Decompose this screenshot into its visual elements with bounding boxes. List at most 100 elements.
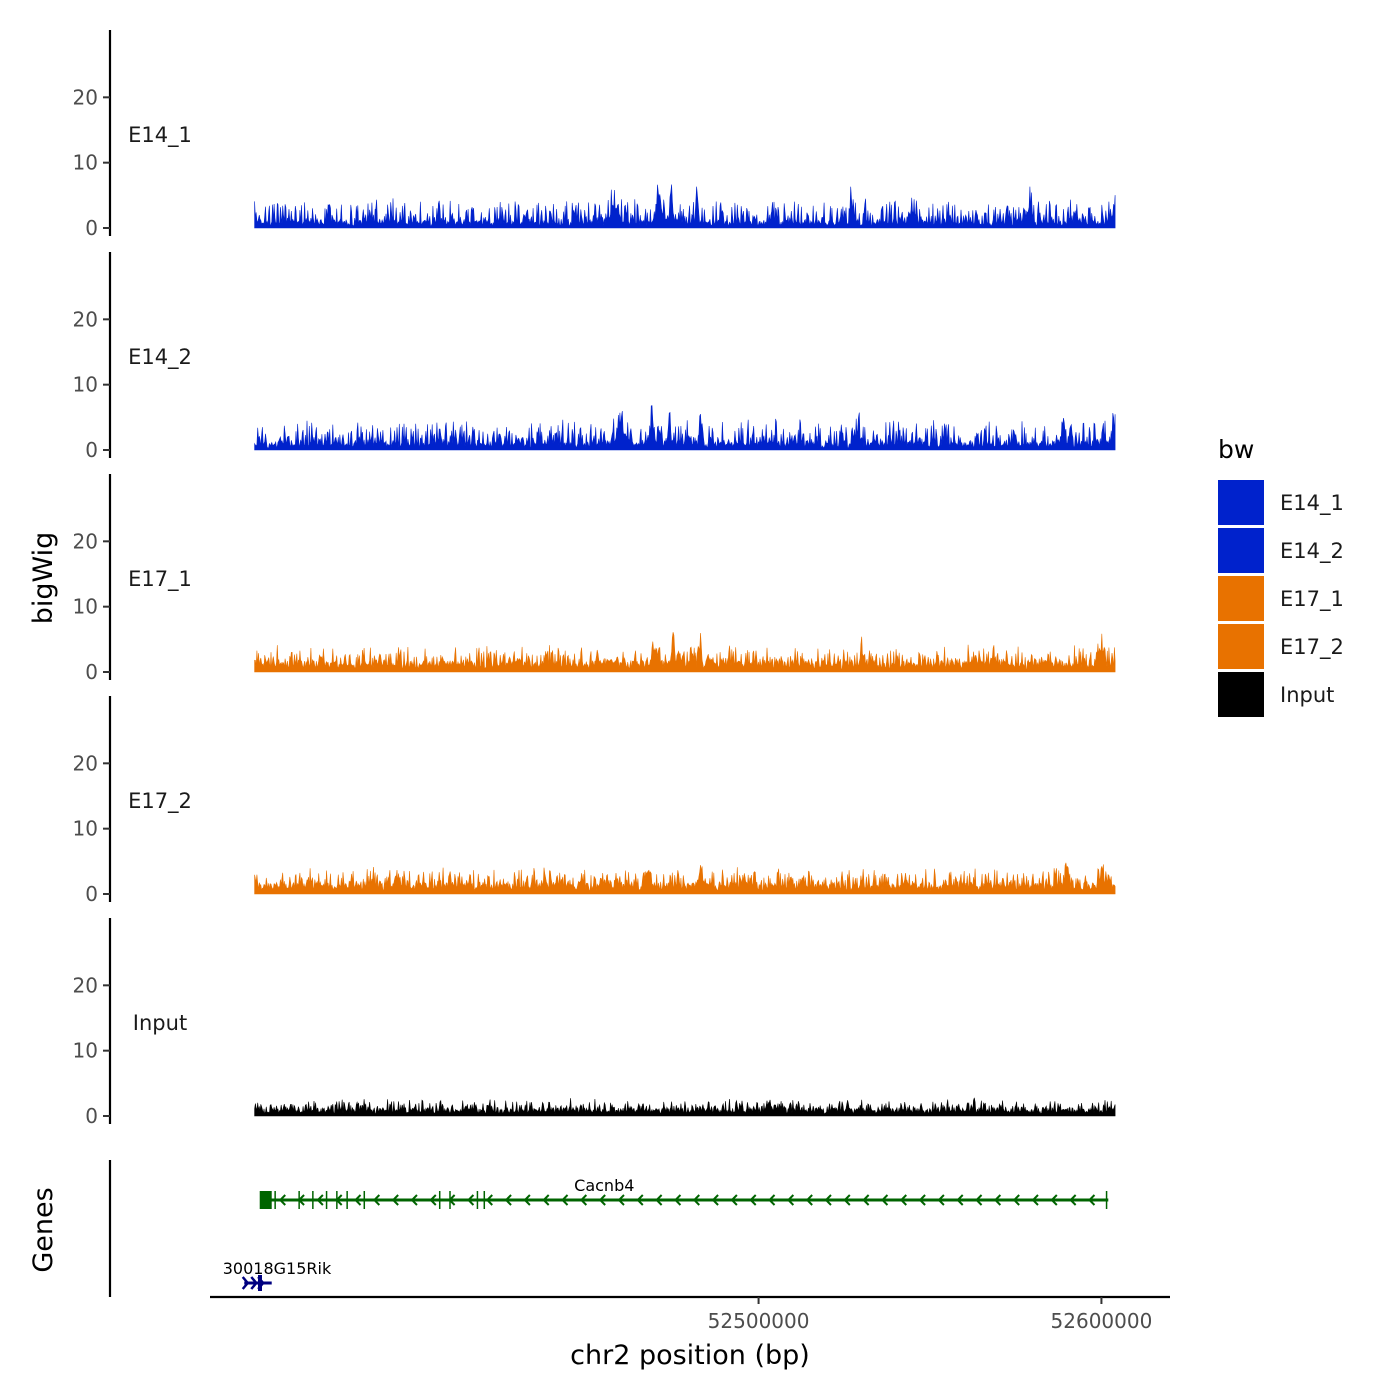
x-tick-label: 52500000 bbox=[708, 1309, 810, 1333]
signal-area bbox=[254, 862, 1116, 895]
legend-label: E17_2 bbox=[1280, 635, 1344, 660]
strand-arrow bbox=[523, 1194, 531, 1206]
gene-exon-block bbox=[259, 1191, 272, 1209]
track-panels: 0 10 20 E14_1 0 10 20 E14_2 0 10 20 E17_1 0 10 20 E17_2… bbox=[73, 30, 1116, 1128]
strand-arrow bbox=[1012, 1194, 1020, 1206]
strand-arrow bbox=[899, 1194, 907, 1206]
y-tick-label: 20 bbox=[73, 307, 98, 331]
strand-arrow bbox=[636, 1194, 644, 1206]
strand-arrow bbox=[598, 1194, 606, 1206]
track-label: E14_1 bbox=[128, 123, 192, 148]
legend-swatch bbox=[1218, 480, 1264, 525]
strand-arrow bbox=[749, 1194, 757, 1206]
track-e14-1: 0 10 20 E14_1 bbox=[73, 30, 1116, 240]
strand-arrow bbox=[297, 1194, 305, 1206]
gene-cacnb4: Cacnb4 bbox=[259, 1176, 1109, 1209]
strand-arrow bbox=[768, 1194, 776, 1206]
strand-arrow bbox=[975, 1194, 983, 1206]
y-tick-label: 10 bbox=[73, 595, 98, 619]
signal-area bbox=[254, 184, 1116, 229]
track-label: E14_2 bbox=[128, 345, 192, 370]
track-input: 0 10 20 Input bbox=[73, 918, 1116, 1128]
strand-arrow bbox=[354, 1194, 362, 1206]
signal-area bbox=[254, 405, 1116, 451]
gene-label: Cacnb4 bbox=[574, 1176, 634, 1195]
strand-arrow bbox=[862, 1194, 870, 1206]
legend-entry-e14-2: E14_2 bbox=[1218, 528, 1344, 573]
y-tick-label: 0 bbox=[85, 660, 98, 684]
legend-entry-e17-1: E17_1 bbox=[1218, 576, 1344, 621]
legend-label: E14_1 bbox=[1280, 491, 1344, 516]
x-tick-label: 52600000 bbox=[1051, 1309, 1153, 1333]
strand-arrow bbox=[730, 1194, 738, 1206]
gene-30018g15rik: 30018G15Rik bbox=[223, 1259, 332, 1291]
strand-arrow bbox=[692, 1194, 700, 1206]
legend-entry-e17-2: E17_2 bbox=[1218, 624, 1344, 669]
strand-arrow bbox=[1050, 1194, 1058, 1206]
track-label: Input bbox=[133, 1011, 187, 1035]
y-axis-title: bigWig bbox=[28, 532, 59, 625]
legend-swatch bbox=[1218, 528, 1264, 573]
strand-arrow bbox=[956, 1194, 964, 1206]
y-tick-label: 10 bbox=[73, 1039, 98, 1063]
legend-entry-e14-1: E14_1 bbox=[1218, 480, 1344, 525]
track-label: E17_2 bbox=[128, 789, 192, 814]
x-axis: 52500000 52600000 bbox=[210, 1295, 1170, 1333]
strand-arrow bbox=[805, 1194, 813, 1206]
strand-arrow bbox=[485, 1194, 493, 1206]
strand-arrow bbox=[278, 1194, 286, 1206]
y-tick-label: 20 bbox=[73, 973, 98, 997]
strand-arrow bbox=[937, 1194, 945, 1206]
strand-arrow bbox=[561, 1194, 569, 1206]
legend-swatch bbox=[1218, 576, 1264, 621]
y-tick-label: 20 bbox=[73, 529, 98, 553]
y-tick-label: 10 bbox=[73, 373, 98, 397]
legend-entry-input: Input bbox=[1218, 672, 1334, 717]
x-axis-title: chr2 position (bp) bbox=[570, 1340, 810, 1371]
y-tick-label: 20 bbox=[73, 85, 98, 109]
strand-arrow bbox=[918, 1194, 926, 1206]
signal-area bbox=[254, 1097, 1116, 1117]
strand-arrow bbox=[316, 1194, 324, 1206]
strand-arrow bbox=[1031, 1194, 1039, 1206]
strand-arrow bbox=[674, 1194, 682, 1206]
strand-arrow bbox=[655, 1194, 663, 1206]
y-tick-label: 10 bbox=[73, 817, 98, 841]
gene-label: 30018G15Rik bbox=[223, 1259, 332, 1278]
gene-exon bbox=[258, 1275, 262, 1291]
signal-area bbox=[254, 632, 1116, 673]
strand-arrow bbox=[617, 1194, 625, 1206]
track-e17-1: 0 10 20 E17_1 bbox=[73, 474, 1116, 684]
legend-label: E17_1 bbox=[1280, 587, 1344, 612]
strand-arrow bbox=[410, 1194, 418, 1206]
y-tick-label: 20 bbox=[73, 751, 98, 775]
y-tick-label: 0 bbox=[85, 1104, 98, 1128]
strand-arrow bbox=[579, 1194, 588, 1206]
strand-arrow bbox=[711, 1194, 719, 1206]
legend: bw E14_1 E14_2 E17_1 E17_2 Input bbox=[1218, 435, 1344, 717]
track-label: E17_1 bbox=[128, 567, 192, 592]
strand-arrow bbox=[429, 1194, 437, 1206]
strand-arrow bbox=[843, 1194, 851, 1206]
strand-arrow bbox=[542, 1194, 550, 1206]
track-e14-2: 0 10 20 E14_2 bbox=[73, 252, 1116, 462]
strand-arrow bbox=[372, 1194, 381, 1206]
strand-arrow bbox=[786, 1194, 795, 1206]
strand-arrow bbox=[1088, 1194, 1096, 1206]
legend-label: Input bbox=[1280, 683, 1334, 707]
strand-arrow bbox=[1069, 1194, 1077, 1206]
track-e17-2: 0 10 20 E17_2 bbox=[73, 696, 1116, 906]
strand-arrow bbox=[448, 1194, 456, 1206]
strand-arrow bbox=[335, 1194, 343, 1206]
y-tick-label: 0 bbox=[85, 882, 98, 906]
strand-arrow bbox=[250, 1276, 258, 1290]
legend-swatch bbox=[1218, 672, 1264, 717]
strand-arrow bbox=[241, 1276, 250, 1290]
y-tick-label: 0 bbox=[85, 216, 98, 240]
y-tick-label: 10 bbox=[73, 151, 98, 175]
y-tick-label: 0 bbox=[85, 438, 98, 462]
legend-label: E14_2 bbox=[1280, 539, 1344, 564]
genes-panel: Cacnb4 30018G15Rik bbox=[108, 1160, 1109, 1297]
strand-arrow bbox=[467, 1194, 475, 1206]
